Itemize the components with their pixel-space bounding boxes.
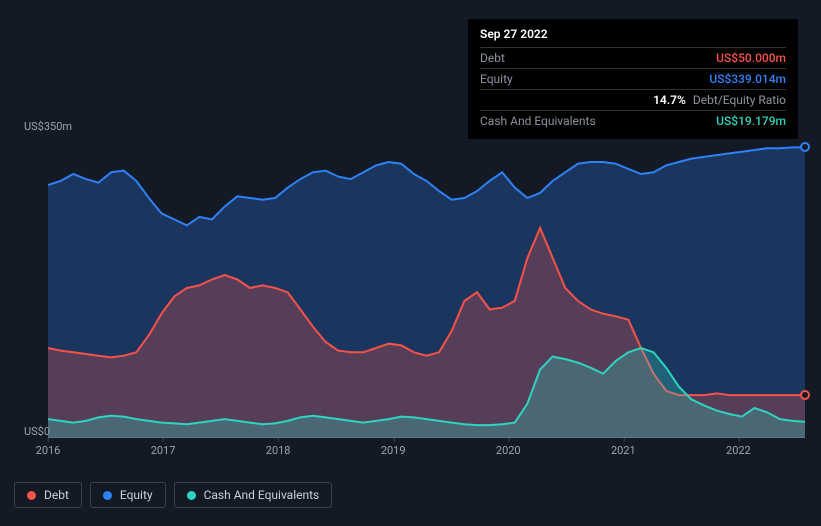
tooltip-label: Equity <box>480 72 513 86</box>
legend-dot-icon <box>103 491 112 500</box>
x-tick: 2020 <box>496 444 521 457</box>
legend-item-cash[interactable]: Cash And Equivalents <box>174 482 333 508</box>
x-tick: 2022 <box>726 444 751 457</box>
tooltip-row-ratio: 14.7% Debt/Equity Ratio <box>480 89 786 110</box>
x-tick: 2019 <box>381 444 406 457</box>
legend-dot-icon <box>187 491 196 500</box>
chart-tooltip: Sep 27 2022 Debt US$50.000m Equity US$33… <box>468 19 798 139</box>
tooltip-value: US$19.179m <box>716 114 786 128</box>
end-marker-equity <box>800 142 810 152</box>
legend-item-debt[interactable]: Debt <box>14 482 82 508</box>
y-axis-label-bottom: US$0 <box>24 425 50 438</box>
tooltip-row-equity: Equity US$339.014m <box>480 68 786 89</box>
x-tick: 2017 <box>151 444 176 457</box>
tooltip-ratio-value: 14.7% <box>653 93 686 107</box>
tooltip-ratio-label: Debt/Equity Ratio <box>693 93 786 107</box>
tooltip-label: Debt <box>480 51 505 65</box>
tooltip-date: Sep 27 2022 <box>480 27 786 47</box>
plot-area[interactable] <box>48 138 805 438</box>
tooltip-value: US$50.000m <box>716 51 786 65</box>
tooltip-value: US$339.014m <box>709 72 786 86</box>
legend: Debt Equity Cash And Equivalents <box>14 482 332 508</box>
legend-dot-icon <box>27 491 36 500</box>
x-tick: 2016 <box>36 444 61 457</box>
tooltip-label: Cash And Equivalents <box>480 114 596 128</box>
tooltip-row-debt: Debt US$50.000m <box>480 47 786 68</box>
end-marker-debt <box>800 390 810 400</box>
legend-label: Equity <box>120 488 153 502</box>
x-tick: 2021 <box>611 444 636 457</box>
y-axis-label-top: US$350m <box>24 120 72 133</box>
legend-label: Cash And Equivalents <box>204 488 320 502</box>
x-tick: 2018 <box>266 444 291 457</box>
chart-svg <box>48 138 805 438</box>
legend-item-equity[interactable]: Equity <box>90 482 166 508</box>
x-axis: 2016201720182019202020212022 <box>48 444 805 464</box>
tooltip-row-cash: Cash And Equivalents US$19.179m <box>480 110 786 131</box>
legend-label: Debt <box>44 488 69 502</box>
